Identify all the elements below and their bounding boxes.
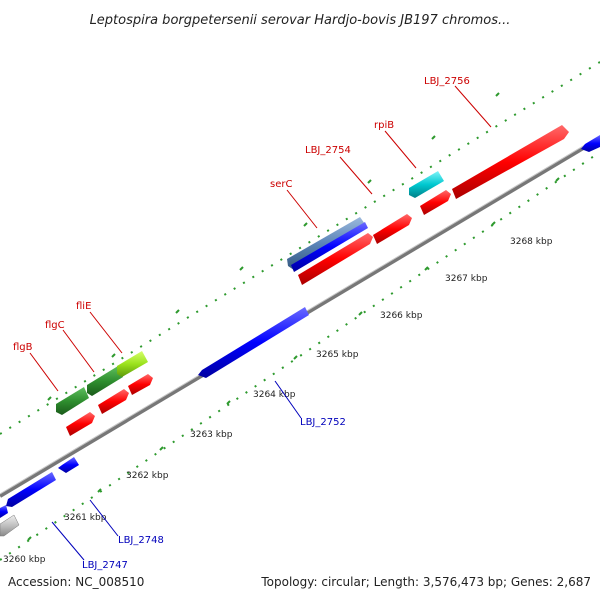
red-leaders [29,85,492,392]
gene-lbj-2752[interactable] [198,307,309,378]
map-title: Leptospira borgpetersenii serovar Hardjo… [90,13,511,28]
tick-label: 3263 kbp [190,430,233,440]
label-lbj-2754: LBJ_2754 [305,145,351,156]
blue-leaders [51,380,302,561]
gene-red-1[interactable] [66,412,95,436]
gene-flie[interactable] [117,351,148,377]
tick-label: 3264 kbp [253,390,296,400]
gene-red-5[interactable] [373,214,412,244]
label-flgc: flgC [45,320,65,331]
tick-label: 3268 kbp [510,237,553,247]
gene-red-3[interactable] [128,374,153,395]
label-lbj-2756: LBJ_2756 [424,76,470,87]
label-lbj-2748: LBJ_2748 [118,535,164,546]
label-rpib: rpiB [374,120,394,131]
accession-text: Accession: NC_008510 [8,575,144,589]
gene-flgb[interactable] [56,387,89,415]
label-flie: fliE [76,301,91,312]
gene-red-6[interactable] [420,190,451,215]
gene-lbj-2748[interactable] [58,457,79,473]
tick-label: 3267 kbp [445,274,488,284]
tick-label: 3265 kbp [316,350,359,360]
tick-marks [27,92,560,541]
upper-tick-track [0,61,600,435]
gene-lbj-2756[interactable] [452,125,569,199]
label-serc: serC [270,179,292,190]
gene-flgc[interactable] [87,366,123,396]
tick-label: 3262 kbp [126,471,169,481]
gene-serc-band[interactable] [291,222,368,272]
gene-reverse-edge-left[interactable] [0,505,8,518]
tick-label: 3266 kbp [380,311,423,321]
gene-red-2[interactable] [98,389,129,414]
lower-tick-track [0,151,600,561]
gene-rpib[interactable] [409,171,444,198]
topology-summary: Topology: circular; Length: 3,576,473 bp… [260,575,591,589]
label-flgb: flgB [13,342,33,353]
gene-lbj-2747[interactable] [6,472,56,507]
label-lbj-2747: LBJ_2747 [82,560,128,571]
tick-label: 3260 kbp [3,555,46,565]
label-lbj-2752: LBJ_2752 [300,417,346,428]
tick-label: 3261 kbp [64,513,107,523]
gene-red-4[interactable] [298,233,373,285]
gene-reverse-edge[interactable] [581,135,600,152]
gene-pseudo[interactable] [0,514,20,537]
